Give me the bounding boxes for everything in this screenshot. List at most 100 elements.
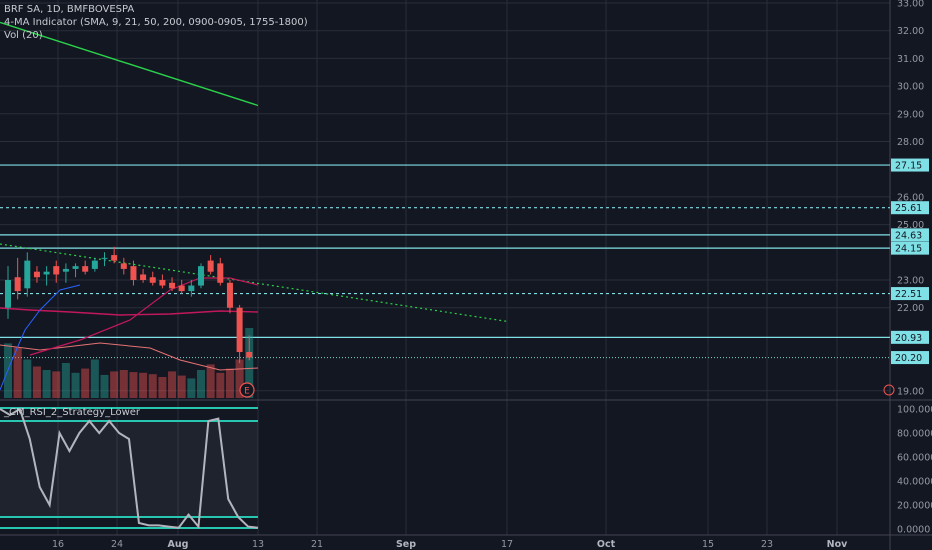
candle-body [140, 274, 147, 280]
legend-symbol[interactable]: BRF SA, 1D, BMFBOVESPA [4, 4, 135, 15]
candle-body [169, 282, 176, 289]
volume-bar [206, 364, 215, 398]
rsi-tick-label: 100.0000 [897, 405, 932, 416]
rsi-tick-label: 0.0000 [897, 525, 930, 536]
candle-body [178, 285, 185, 292]
volume-bar [42, 370, 51, 398]
price-tag [891, 351, 929, 365]
volume-bar [61, 363, 70, 398]
volume-bar [187, 378, 196, 398]
candle-body [101, 257, 108, 259]
volume-bar [177, 375, 186, 398]
price-tag-label: 27.15 [895, 161, 922, 172]
price-tick-label: 28.00 [897, 137, 924, 148]
volume-bar [168, 371, 177, 398]
price-tick-label: 33.00 [897, 0, 924, 10]
price-tag [891, 201, 929, 215]
time-tick-label: 21 [311, 539, 323, 550]
candle-body [91, 260, 98, 269]
candle-body [62, 268, 69, 272]
price-tag-label: 25.61 [895, 203, 922, 214]
ma-9-line [29, 277, 259, 356]
volume-bar [216, 372, 225, 398]
price-tag-label: 24.63 [895, 230, 922, 241]
price-tick-label: 25.00 [897, 220, 924, 231]
time-tick-label: Sep [396, 539, 416, 550]
candle-body [82, 266, 89, 272]
price-tag [891, 158, 929, 172]
volume-bar [52, 371, 61, 398]
candlesticks[interactable]: E [5, 246, 895, 398]
time-axis[interactable]: 16 24 Aug 13 21 Sep 17 Oct 15 23 Nov [52, 539, 848, 550]
candle-body [159, 280, 166, 286]
candle-body [120, 263, 127, 269]
earnings-event-icon [239, 382, 255, 398]
volume-bar [71, 372, 80, 398]
price-tag-label: 20.93 [895, 333, 922, 344]
time-tick-label: Aug [168, 539, 189, 550]
price-tag-label: 24.15 [895, 244, 922, 255]
volume-bar [100, 374, 109, 398]
volume-bar [119, 370, 128, 398]
rsi-band-fill [0, 421, 258, 517]
rsi-tick-label: 20.0000 [897, 501, 932, 512]
price-tags: 27.15 25.61 24.63 24.15 22.51 20.93 20.20 [891, 158, 929, 365]
candle-body [43, 271, 50, 275]
price-tick-label: 31.00 [897, 54, 924, 65]
time-tick-label: 23 [761, 539, 773, 550]
time-tick-label: 15 [702, 539, 714, 550]
volume-bar [129, 372, 138, 398]
volume-bar [148, 374, 157, 398]
candle-body [188, 285, 195, 292]
candle-body [5, 280, 11, 308]
horizontal-levels[interactable] [0, 164, 890, 359]
time-tick-label: 24 [111, 539, 123, 550]
candle-body [53, 266, 60, 275]
price-tag-label: 20.20 [895, 353, 922, 364]
rsi-tick-label: 60.0000 [897, 453, 932, 464]
candle-body [236, 307, 243, 353]
legend-volume[interactable]: Vol (20) [4, 30, 43, 41]
axis-event-icon [883, 384, 895, 396]
time-tick-label: Nov [827, 539, 848, 550]
volume-bar [158, 377, 167, 398]
volume-bar [197, 370, 205, 398]
candle-body [226, 282, 233, 308]
candle-body [111, 255, 118, 261]
candle-body [198, 266, 204, 286]
candle-body [72, 266, 79, 269]
legend-ma-indicator[interactable]: 4-MA Indicator (SMA, 9, 21, 50, 200, 090… [4, 17, 308, 28]
candle-body [149, 277, 156, 283]
rsi-legend[interactable]: _CM_RSI_2_Strategy_Lower [4, 407, 141, 418]
candle-body [33, 271, 40, 278]
candle-body [130, 266, 137, 280]
rsi-pane [0, 407, 259, 530]
price-tag-label: 22.51 [895, 289, 922, 300]
price-tick-label: 22.00 [897, 303, 924, 314]
candle-body [207, 260, 214, 272]
price-tick-label: 32.00 [897, 26, 924, 37]
ma-200-line [0, 21, 259, 107]
time-tick-label: 16 [52, 539, 64, 550]
price-tag [891, 287, 929, 301]
candle-body [24, 260, 31, 289]
volume-bar [235, 359, 244, 398]
price-tag [891, 241, 929, 255]
chart-legend: BRF SA, 1D, BMFBOVESPA 4-MA Indicator (S… [4, 3, 308, 42]
time-tick-label: 13 [252, 539, 264, 550]
time-tick-label: 17 [501, 539, 513, 550]
volume-bar [110, 371, 119, 398]
price-tag [891, 330, 929, 344]
volume-bar [139, 372, 148, 398]
price-tick-label: 29.00 [897, 109, 924, 120]
ma-21-line [0, 342, 259, 371]
volume-bar [81, 368, 90, 398]
price-tag [891, 228, 929, 242]
price-axis[interactable]: 33.00 32.00 31.00 30.00 29.00 28.00 26.00 25.00… [897, 0, 932, 536]
volume-bar [32, 366, 41, 398]
volume-bar [225, 368, 234, 398]
moving-averages [0, 21, 509, 391]
candle-body [246, 352, 253, 358]
